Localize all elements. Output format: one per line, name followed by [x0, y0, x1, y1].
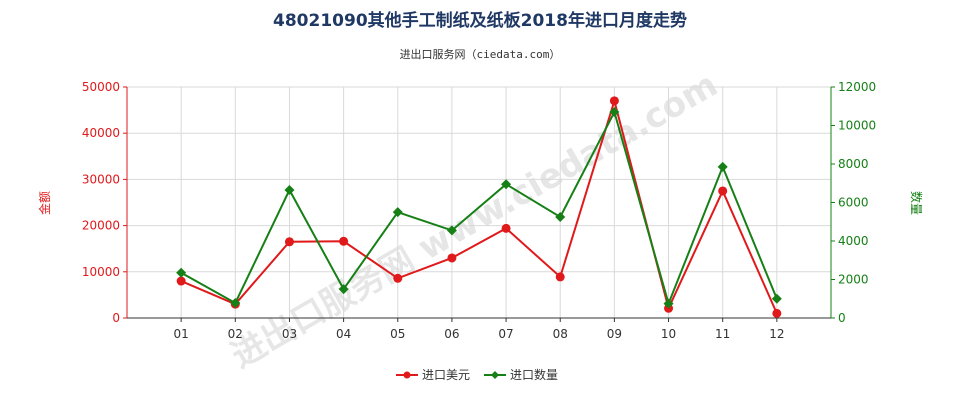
- legend-marker-import-qty: [491, 371, 499, 379]
- series-1-point: [339, 236, 349, 246]
- x-tick-label: 10: [661, 327, 676, 341]
- series-1-point: [609, 96, 619, 106]
- x-tick-label: 08: [553, 327, 568, 341]
- legend-item-import-qty[interactable]: 进口数量: [484, 367, 558, 382]
- legend-label-import-usd: 进口美元: [422, 368, 470, 382]
- series-1-point: [447, 253, 457, 263]
- series-1-point: [555, 272, 565, 282]
- y-right-tick-label: 8000: [838, 157, 869, 171]
- watermark: 进出口服务网 www.ciedata.com: [225, 65, 725, 377]
- series-2-point: [392, 207, 403, 218]
- series-2-point: [717, 161, 728, 172]
- y-left-tick-label: 0: [112, 311, 120, 325]
- series-2-point: [663, 298, 674, 309]
- x-tick-label: 06: [444, 327, 459, 341]
- series-1-point: [284, 237, 294, 247]
- x-tick-label: 11: [715, 327, 730, 341]
- series-1-point: [176, 276, 186, 286]
- y-left-tick-label: 40000: [82, 126, 120, 140]
- y-right-tick-label: 6000: [838, 196, 869, 210]
- series-2-point: [771, 293, 782, 304]
- chart-title: 48021090其他手工制纸及纸板2018年进口月度走势: [273, 10, 687, 31]
- series-2-point: [609, 107, 620, 118]
- series-layer: [176, 96, 782, 318]
- y-right-tick-label: 2000: [838, 273, 869, 287]
- y-left-tick-label: 50000: [82, 80, 120, 94]
- y-right-tick-label: 10000: [838, 119, 876, 133]
- x-tick-label: 12: [769, 327, 784, 341]
- x-tick-label: 07: [498, 327, 513, 341]
- x-tick-label: 01: [174, 327, 189, 341]
- y-left-axis-title: 金额: [37, 191, 52, 215]
- series-1-point: [501, 223, 511, 233]
- series-2-point: [284, 184, 295, 195]
- legend-item-import-usd[interactable]: 进口美元: [396, 368, 470, 382]
- x-tick-label: 02: [228, 327, 243, 341]
- axes: 0 10000 20000 30000 40000 50000 0 2000 4000 6000 8…: [82, 80, 876, 341]
- y-right-tick-label: 0: [838, 311, 846, 325]
- x-tick-label: 03: [282, 327, 297, 341]
- series-2-point: [176, 267, 187, 278]
- series-1-point: [718, 186, 728, 196]
- series-line-1: [180, 97, 778, 314]
- chart-subtitle: 进出口服务网（ciedata.com）: [400, 47, 561, 61]
- y-left-tick-label: 30000: [82, 172, 120, 186]
- y-right-axis-title: 数量: [909, 191, 924, 215]
- series-2-point: [555, 211, 566, 222]
- x-tick-label: 04: [336, 327, 351, 341]
- legend-label-import-qty: 进口数量: [510, 367, 558, 382]
- x-tick-label: 09: [607, 327, 622, 341]
- series-1-point: [393, 273, 403, 283]
- x-tick-label: 05: [390, 327, 405, 341]
- y-right-tick-label: 4000: [838, 234, 869, 248]
- series-2-point: [501, 179, 512, 190]
- y-right-tick-label: 12000: [838, 80, 876, 94]
- y-left-tick-label: 10000: [82, 265, 120, 279]
- y-left-tick-label: 20000: [82, 219, 120, 233]
- series-2-point: [338, 284, 349, 295]
- series-line-2: [180, 109, 778, 307]
- legend: 进口美元 进口数量: [396, 367, 558, 382]
- legend-marker-import-usd: [403, 371, 411, 379]
- series-1-point: [772, 308, 782, 318]
- series-2-point: [446, 225, 457, 236]
- series-2-point: [230, 297, 241, 308]
